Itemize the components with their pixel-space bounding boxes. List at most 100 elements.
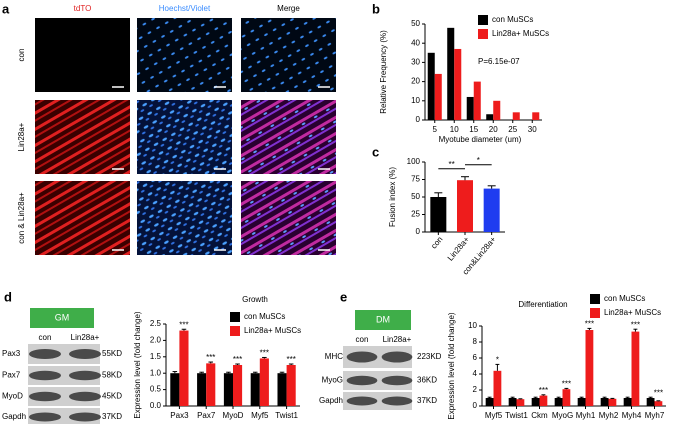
protein-label: MyoD bbox=[2, 392, 23, 401]
bar bbox=[600, 398, 609, 406]
x-tick-label: 30 bbox=[528, 125, 537, 134]
chart-title: Differentiation bbox=[518, 300, 567, 309]
panel-label: b bbox=[372, 1, 380, 16]
legend-label: con MuSCs bbox=[492, 15, 533, 24]
y-tick-label: 10 bbox=[411, 96, 420, 105]
y-axis-label: Fusion index (%) bbox=[388, 167, 397, 227]
legend-swatch bbox=[230, 326, 240, 336]
bar bbox=[430, 197, 447, 232]
error-bar bbox=[541, 394, 546, 396]
bar bbox=[206, 363, 216, 406]
significance: *** bbox=[539, 386, 548, 395]
y-tick-label: 0 bbox=[473, 401, 478, 410]
annotation: P=6.15e-07 bbox=[478, 57, 520, 66]
protein-size: 36KD bbox=[417, 376, 437, 385]
y-tick-label: 0 bbox=[416, 115, 421, 124]
blot-band bbox=[346, 351, 378, 363]
y-tick-label: 25 bbox=[411, 210, 420, 219]
blot-band bbox=[69, 412, 101, 422]
y-axis-label: Relative Frequency (%) bbox=[379, 30, 388, 114]
y-tick-label: 20 bbox=[411, 77, 420, 86]
error-bar bbox=[208, 361, 214, 364]
blot-strip bbox=[28, 366, 100, 385]
bar bbox=[466, 96, 474, 120]
x-tick-label: 15 bbox=[469, 125, 478, 134]
y-tick-label: 2 bbox=[473, 385, 478, 394]
legend-label: Lin28a+ MuSCs bbox=[244, 326, 301, 335]
protein-size: 37KD bbox=[417, 396, 437, 405]
legend-label: Lin28a+ MuSCs bbox=[492, 29, 549, 38]
y-tick-label: 0.0 bbox=[150, 401, 162, 410]
bar bbox=[233, 365, 243, 406]
error-bar bbox=[625, 396, 630, 398]
y-tick-label: 30 bbox=[411, 58, 420, 67]
bar bbox=[608, 398, 617, 406]
x-tick-label: 5 bbox=[433, 125, 438, 134]
blot-strip bbox=[343, 392, 412, 410]
micrograph bbox=[137, 100, 232, 174]
lane-label: Lin28a+ bbox=[383, 335, 412, 344]
error-bar bbox=[252, 371, 258, 374]
x-axis-label: Myotube diameter (um) bbox=[439, 135, 522, 144]
condition-box bbox=[30, 308, 94, 328]
legend-swatch bbox=[230, 312, 240, 322]
x-tick-label: 20 bbox=[489, 125, 498, 134]
y-tick-label: 8 bbox=[473, 337, 478, 346]
blot-band bbox=[381, 375, 413, 386]
error-bar bbox=[633, 328, 638, 332]
blot-band bbox=[29, 412, 61, 422]
x-tick-label: Ckm bbox=[531, 411, 548, 420]
x-tick-label: Twist1 bbox=[505, 411, 528, 420]
x-tick-label: MyoG bbox=[552, 411, 573, 420]
lane-label: con bbox=[39, 333, 52, 342]
x-tick-label: Myf5 bbox=[251, 411, 269, 420]
bar bbox=[259, 358, 269, 406]
chart: 0 2 4 6 8 10 Expression level (fold change) Dif… bbox=[447, 294, 666, 420]
bar bbox=[457, 180, 473, 232]
blot-band bbox=[69, 370, 101, 381]
bar bbox=[532, 112, 540, 120]
legend-label: Lin28a+ MuSCs bbox=[604, 308, 661, 317]
error-bar bbox=[564, 387, 569, 390]
x-tick-label: MyoD bbox=[223, 411, 244, 420]
bar bbox=[473, 81, 481, 120]
micrograph bbox=[241, 18, 336, 92]
y-tick-label: 0 bbox=[416, 227, 421, 236]
bar bbox=[286, 365, 296, 406]
error-bar bbox=[510, 396, 515, 398]
error-bar bbox=[434, 192, 443, 197]
x-tick-label: Lin28a+ bbox=[446, 235, 472, 263]
bar bbox=[646, 398, 655, 406]
y-tick-label: 40 bbox=[411, 38, 420, 47]
row-label: Lin28a+ bbox=[17, 122, 26, 151]
bar bbox=[485, 398, 494, 406]
error-bar bbox=[235, 363, 240, 365]
error-bar bbox=[279, 371, 285, 374]
protein-label: Pax7 bbox=[2, 371, 21, 380]
significance: *** bbox=[654, 388, 663, 397]
y-tick-label: 75 bbox=[411, 175, 420, 184]
error-bar bbox=[199, 371, 204, 374]
blot-band bbox=[29, 349, 61, 359]
error-bar bbox=[288, 363, 294, 365]
panel-label: e bbox=[340, 289, 347, 304]
column-header: Merge bbox=[277, 4, 300, 13]
panel-label: a bbox=[2, 1, 10, 16]
lane-label: Lin28a+ bbox=[71, 333, 100, 342]
micrograph bbox=[241, 100, 336, 174]
x-tick-label: Pax7 bbox=[197, 411, 216, 420]
bar bbox=[654, 401, 663, 406]
panel-label: d bbox=[4, 289, 12, 304]
bar bbox=[562, 389, 571, 406]
bar bbox=[486, 114, 494, 120]
error-bar bbox=[533, 396, 538, 398]
significance: *** bbox=[206, 353, 215, 362]
protein-label: MHC bbox=[325, 352, 343, 361]
significance: *** bbox=[286, 355, 295, 364]
x-tick-label: Pax3 bbox=[170, 411, 189, 420]
error-bar bbox=[556, 396, 561, 398]
y-axis-label: Expression level (fold change) bbox=[447, 312, 456, 420]
bar bbox=[493, 370, 502, 406]
bar bbox=[483, 188, 500, 232]
bar bbox=[516, 399, 525, 406]
